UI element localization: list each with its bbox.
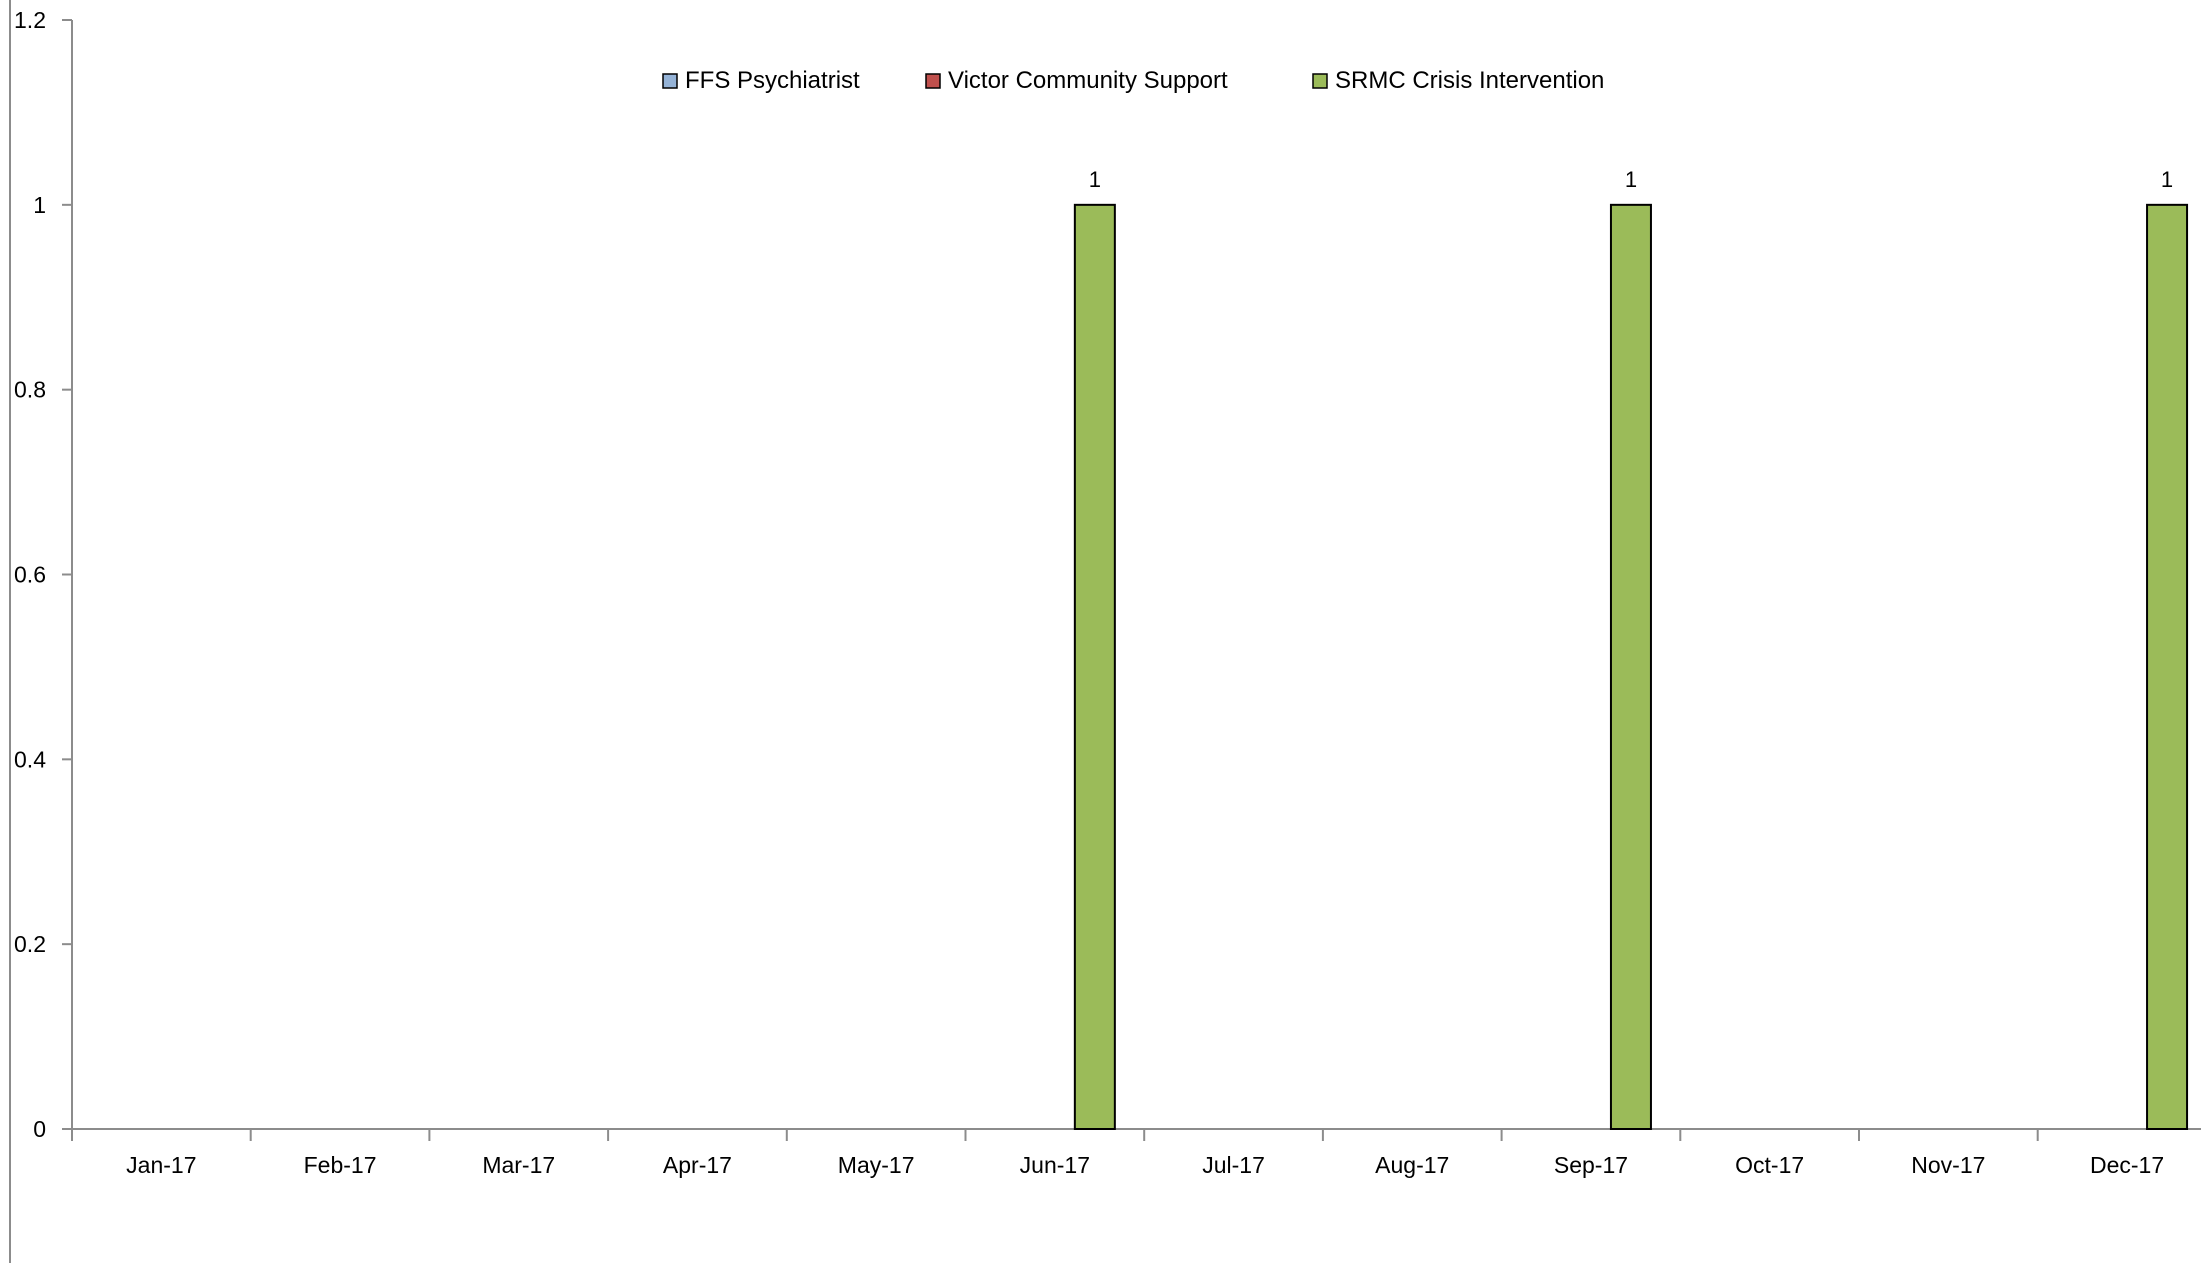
legend-swatch [1312, 73, 1328, 89]
legend-label: FFS Psychiatrist [685, 67, 860, 94]
x-tick-label: Apr-17 [663, 1152, 732, 1178]
y-axis: 0 0.2 0.4 0.6 0.8 1 1.2 [9, 0, 73, 1263]
x-tick-label: Aug-17 [1375, 1152, 1449, 1178]
y-tick-label: 0.6 [14, 562, 46, 588]
x-tick-label: Dec-17 [2090, 1152, 2164, 1178]
y-tick-label: 1.2 [14, 7, 46, 33]
x-tick-label: Jun-17 [1020, 1152, 1090, 1178]
data-label: 1 [1625, 167, 1637, 192]
legend-label: Victor Community Support [948, 67, 1228, 94]
y-tick-label: 0 [33, 1116, 46, 1142]
data-labels: 1 1 1 [1089, 167, 2173, 192]
x-tick-label: Sep-17 [1554, 1152, 1628, 1178]
x-tick-label: Mar-17 [482, 1152, 555, 1178]
x-tick-label: Jan-17 [126, 1152, 196, 1178]
legend-label: SRMC Crisis Intervention [1335, 67, 1604, 94]
legend-swatch [925, 73, 941, 89]
x-tick-label: Jul-17 [1202, 1152, 1265, 1178]
bar [2146, 203, 2189, 1131]
y-tick-label: 1 [33, 192, 46, 218]
x-tick-label: Oct-17 [1735, 1152, 1804, 1178]
data-label: 1 [2161, 167, 2173, 192]
legend: FFS Psychiatrist Victor Community Support… [662, 67, 1604, 94]
bars [1073, 203, 2189, 1131]
x-tick-label: Feb-17 [304, 1152, 377, 1178]
x-tick-label: Nov-17 [1911, 1152, 1985, 1178]
y-tick-label: 0.4 [14, 746, 46, 772]
data-label: 1 [1089, 167, 1101, 192]
x-tick-label: May-17 [838, 1152, 915, 1178]
bar [1073, 203, 1116, 1131]
bar [1609, 203, 1652, 1131]
legend-swatch [662, 73, 678, 89]
x-axis: Jan-17 Feb-17 Mar-17 Apr-17 May-17 Jun-17 Jul-… [71, 1128, 2201, 1178]
y-tick-label: 0.2 [14, 931, 46, 957]
y-tick-label: 0.8 [14, 377, 46, 403]
